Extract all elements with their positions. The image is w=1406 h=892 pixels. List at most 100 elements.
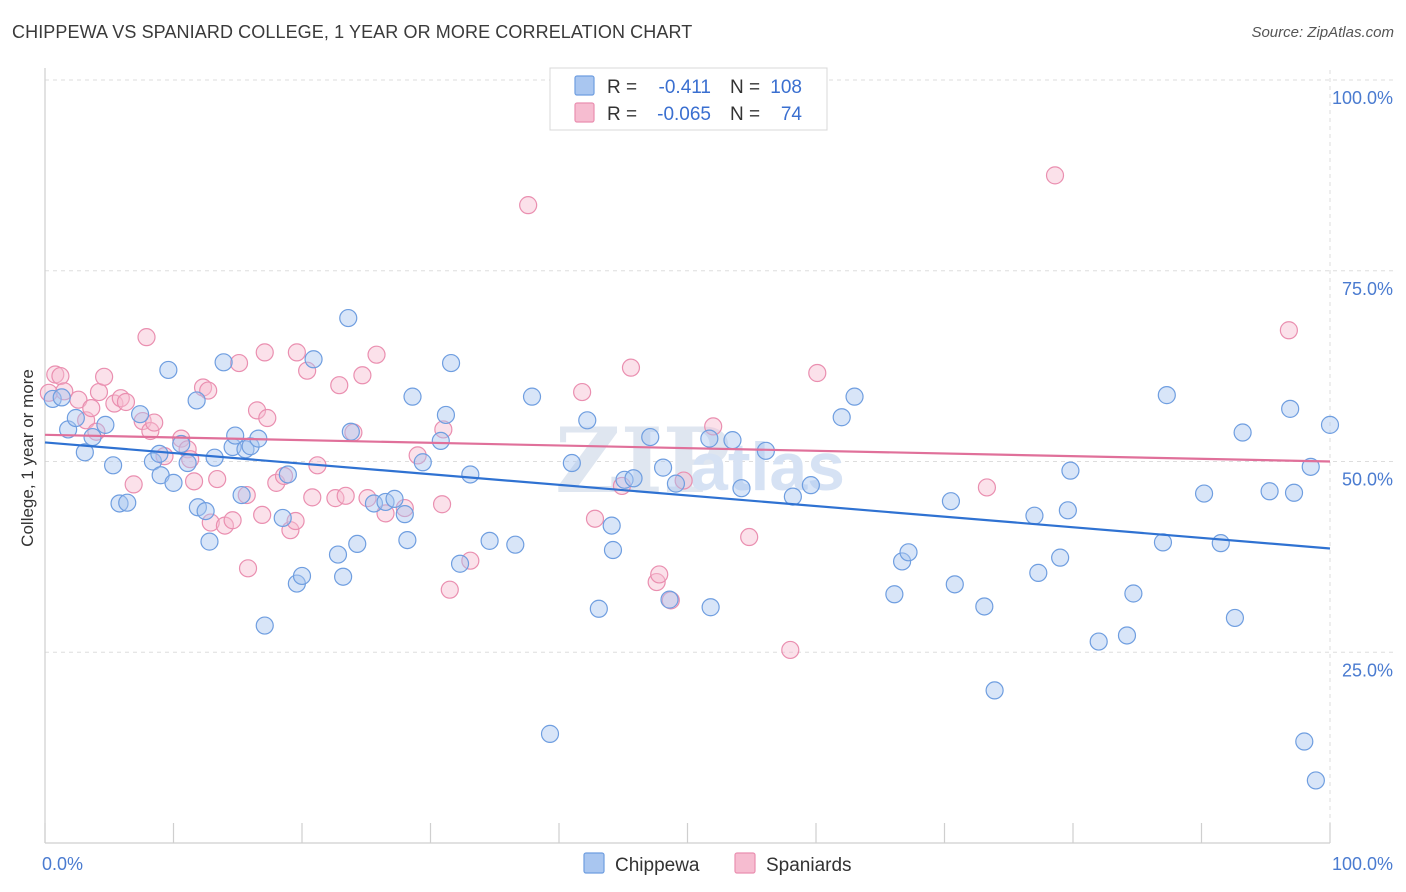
chippewa-point: [441, 353, 461, 373]
chippewa-point: [413, 453, 432, 472]
spaniards-point: [229, 353, 249, 373]
chippewa-point: [328, 545, 348, 564]
chippewa-point: [461, 465, 480, 484]
chippewa-point: [214, 353, 233, 372]
spaniards-point: [298, 361, 317, 380]
chippewa-point: [540, 724, 560, 743]
chippewa-point: [395, 505, 414, 524]
chippewa-point: [278, 465, 297, 484]
chippewa-point: [292, 566, 312, 586]
chippewa-point: [641, 427, 660, 447]
x-tick-label: 100.0%: [1332, 854, 1393, 874]
chippewa-point: [196, 501, 215, 521]
spaniards-trend-line: [44, 433, 1331, 463]
spaniards-point: [781, 640, 800, 660]
spaniards-point: [395, 498, 414, 518]
legend-n-value-2: 74: [781, 104, 803, 125]
spaniards-point: [1045, 166, 1065, 185]
spaniards-point: [977, 478, 997, 497]
chippewa-point: [1058, 501, 1077, 520]
chippewa-point: [1025, 506, 1044, 525]
spaniards-point: [223, 511, 242, 530]
legend-swatch-spaniards: [574, 102, 595, 123]
chippewa-point: [1281, 399, 1300, 418]
chippewa-point: [339, 308, 358, 328]
chippewa-point: [118, 493, 137, 512]
chippewa-point: [143, 452, 163, 471]
x-tick-label: 0.0%: [42, 854, 83, 874]
chippewa-point: [700, 429, 719, 448]
chippewa-point: [1117, 626, 1137, 645]
chippewa-point: [945, 575, 964, 594]
spaniards-point: [330, 376, 349, 395]
chippewa-point: [1211, 534, 1230, 553]
chippewa-point: [255, 616, 274, 635]
spaniards-point: [89, 382, 109, 402]
spaniards-point: [247, 401, 267, 420]
chippewa-point: [1194, 484, 1214, 503]
spaniards-point: [661, 591, 680, 610]
chippewa-point: [450, 554, 470, 573]
chippewa-point: [43, 389, 62, 409]
spaniards-point: [336, 486, 355, 505]
chippewa-point: [624, 469, 643, 488]
chippewa-point: [273, 508, 292, 528]
spaniards-point: [201, 513, 220, 532]
chippewa-point: [178, 453, 197, 473]
chippewa-point: [783, 487, 802, 506]
legend-n-value-1: 108: [770, 77, 802, 98]
bottom-legend-label-chippewa: Chippewa: [615, 855, 700, 876]
chippewa-point: [522, 387, 542, 406]
chippewa-point: [832, 408, 851, 427]
chippewa-point: [241, 437, 260, 456]
chippewa-point: [164, 473, 183, 492]
y-tick-label: 25.0%: [1342, 660, 1393, 680]
spaniards-point: [432, 495, 452, 514]
chippewa-point: [110, 494, 129, 513]
chippewa-point: [660, 590, 679, 609]
chippewa-point: [104, 456, 123, 475]
spaniards-point: [258, 408, 277, 428]
chippewa-point: [1301, 457, 1320, 476]
spaniards-point: [440, 580, 459, 599]
legend-r-value-1: -0.411: [659, 77, 711, 98]
chippewa-point: [801, 476, 820, 495]
spaniards-point: [519, 196, 538, 215]
legend-n-label-2: N =: [730, 104, 760, 125]
chippewa-point: [666, 474, 686, 493]
spaniards-point: [255, 343, 274, 362]
bottom-legend-swatch-chippewa: [583, 852, 605, 874]
chippewa-trend-line: [44, 441, 1331, 550]
spaniards-point: [116, 392, 136, 412]
chippewa-point: [436, 405, 456, 425]
chippewa-point: [96, 415, 115, 434]
spaniards-point: [461, 551, 480, 570]
chippewa-point: [701, 598, 720, 617]
spaniards-point: [573, 382, 592, 402]
spaniards-point: [740, 527, 759, 547]
tick-labels: 25.0% 50.0% 75.0% 100.0% 0.0% 100.0%: [42, 88, 1393, 874]
chippewa-point: [200, 532, 219, 551]
chippewa-point: [941, 492, 961, 511]
chippewa-point: [892, 552, 912, 571]
chippewa-point: [603, 540, 623, 560]
legend-r-label-2: R =: [607, 104, 637, 125]
bottom-legend-swatch-spaniards: [734, 852, 756, 874]
legend-r-value-2: -0.065: [657, 104, 711, 125]
chippewa-point: [1284, 483, 1304, 502]
spaniards-point: [199, 381, 218, 400]
spaniards-point: [51, 366, 70, 386]
bottom-legend: Chippewa Spaniards: [583, 852, 852, 876]
chippewa-point: [172, 434, 191, 454]
chippewa-point: [187, 391, 206, 410]
chippewa-point: [75, 443, 94, 462]
chippewa-point: [130, 405, 150, 424]
chippewa-point: [364, 494, 384, 513]
spaniards-point: [82, 398, 101, 418]
spaniards-point: [137, 328, 156, 347]
spaniards-point: [621, 358, 641, 377]
chippewa-point: [602, 516, 621, 535]
chippewa-point: [885, 585, 904, 604]
chippewa-point: [66, 408, 85, 428]
